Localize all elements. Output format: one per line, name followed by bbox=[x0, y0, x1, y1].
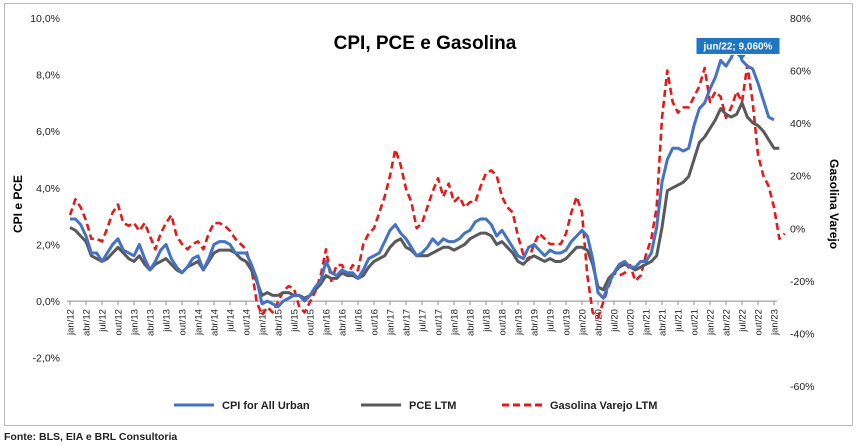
y2-tick-label: -60% bbox=[790, 381, 815, 393]
x-tick-label: jan/13 bbox=[130, 309, 141, 336]
y-tick-label: 10,0% bbox=[30, 13, 60, 25]
legend-label: PCE LTM bbox=[409, 400, 456, 412]
y-tick-label: 0,0% bbox=[36, 296, 60, 308]
legend-label: Gasolina Varejo LTM bbox=[550, 400, 657, 412]
x-tick-label: jan/22 bbox=[706, 309, 717, 336]
callout-box bbox=[695, 36, 781, 55]
x-tick-label: jul/22 bbox=[738, 309, 749, 333]
x-tick-label: jul/18 bbox=[482, 309, 493, 333]
y-axis-right: -60% -40% -20% 0% 20% 40% 60% 80% bbox=[790, 13, 815, 393]
x-tick-label: jul/20 bbox=[610, 309, 621, 333]
y2-tick-label: 0% bbox=[790, 223, 805, 235]
x-tick-label: out/12 bbox=[114, 309, 125, 335]
y2-tick-label: 20% bbox=[790, 171, 811, 183]
y-tick-label: -2,0% bbox=[33, 353, 60, 365]
x-tick-label: out/18 bbox=[498, 309, 509, 335]
y2-tick-label: -20% bbox=[790, 276, 815, 288]
y2-tick-label: 40% bbox=[790, 118, 811, 130]
x-tick-label: out/20 bbox=[626, 309, 637, 335]
x-tick-label: abr/13 bbox=[146, 309, 157, 336]
y-tick-label: 8,0% bbox=[36, 70, 60, 82]
x-tick-label: jan/12 bbox=[66, 309, 77, 336]
series-line-cpi-for-all-urban bbox=[70, 43, 775, 309]
x-tick-label: abr/20 bbox=[594, 309, 605, 336]
series-line-gasolina-varejo-ltm bbox=[68, 64, 786, 319]
x-tick-label: out/21 bbox=[690, 309, 701, 335]
x-tick-label: abr/21 bbox=[658, 309, 669, 336]
x-tick-label: jan/14 bbox=[194, 309, 205, 336]
x-tick-label: jul/17 bbox=[418, 309, 429, 333]
x-tick-label: jan/18 bbox=[450, 309, 461, 336]
x-tick-label: out/19 bbox=[562, 309, 573, 335]
x-tick-label: jul/21 bbox=[674, 309, 685, 333]
x-tick-label: jan/19 bbox=[514, 309, 525, 336]
callout-pointer bbox=[736, 54, 746, 60]
x-tick-label: jul/19 bbox=[546, 309, 557, 333]
x-tick-label: jan/16 bbox=[322, 309, 333, 336]
x-tick-label: jul/14 bbox=[226, 309, 237, 333]
x-tick-label: jul/13 bbox=[162, 309, 173, 333]
series-layer bbox=[68, 43, 786, 319]
x-tick-label: out/16 bbox=[370, 309, 381, 335]
x-tick-label: out/14 bbox=[242, 309, 253, 335]
x-tick-label: abr/22 bbox=[722, 309, 733, 336]
x-tick-label: abr/12 bbox=[82, 309, 93, 336]
callout-layer: jun/22; 9,060% bbox=[695, 36, 781, 60]
x-tick-label: out/22 bbox=[754, 309, 765, 335]
x-tick-label: jan/23 bbox=[770, 309, 781, 336]
legend-label: CPI for All Urban bbox=[222, 400, 310, 412]
y-tick-label: 6,0% bbox=[36, 126, 60, 138]
x-tick-label: jan/15 bbox=[258, 309, 269, 336]
x-axis: jan/12 abr/12 jul/12 out/12 jan/13 abr/13 jul/… bbox=[66, 301, 781, 336]
x-tick-label: out/15 bbox=[306, 309, 317, 335]
y-tick-label: 4,0% bbox=[36, 183, 60, 195]
callout-label: jun/22; 9,060% bbox=[703, 41, 773, 52]
y-axis-title-right: Gasolina Varejo bbox=[827, 159, 841, 249]
y-axis-title-left: CPI e PCE bbox=[11, 175, 25, 233]
legend: CPI for All Urban PCE LTM Gasolina Varejo … bbox=[174, 400, 657, 412]
source-note: Fonte: BLS, EIA e BRL Consultoria bbox=[4, 431, 177, 443]
x-tick-label: jul/16 bbox=[354, 309, 365, 333]
y-tick-label: 2,0% bbox=[36, 239, 60, 251]
x-tick-label: abr/14 bbox=[210, 309, 221, 336]
x-tick-label: abr/19 bbox=[530, 309, 541, 336]
x-tick-label: out/17 bbox=[434, 309, 445, 335]
chart-title: CPI, PCE e Gasolina bbox=[334, 33, 517, 54]
x-tick-label: abr/16 bbox=[338, 309, 349, 336]
x-tick-label: jan/17 bbox=[386, 309, 397, 336]
y2-tick-label: -40% bbox=[790, 328, 815, 340]
y2-tick-label: 60% bbox=[790, 66, 811, 78]
chart-frame bbox=[4, 3, 853, 426]
x-tick-label: jan/20 bbox=[578, 309, 589, 336]
y-axis-left: -2,0% 0,0% 2,0% 4,0% 6,0% 8,0% 10,0% bbox=[30, 13, 60, 365]
x-tick-label: abr/15 bbox=[274, 309, 285, 336]
x-tick-label: abr/17 bbox=[402, 309, 413, 336]
x-tick-label: out/13 bbox=[178, 309, 189, 335]
x-tick-label: jul/15 bbox=[290, 309, 301, 333]
y2-tick-label: 80% bbox=[790, 13, 811, 25]
x-tick-label: abr/18 bbox=[466, 309, 477, 336]
x-tick-label: jan/21 bbox=[642, 309, 653, 336]
x-tick-label: jul/12 bbox=[98, 309, 109, 333]
